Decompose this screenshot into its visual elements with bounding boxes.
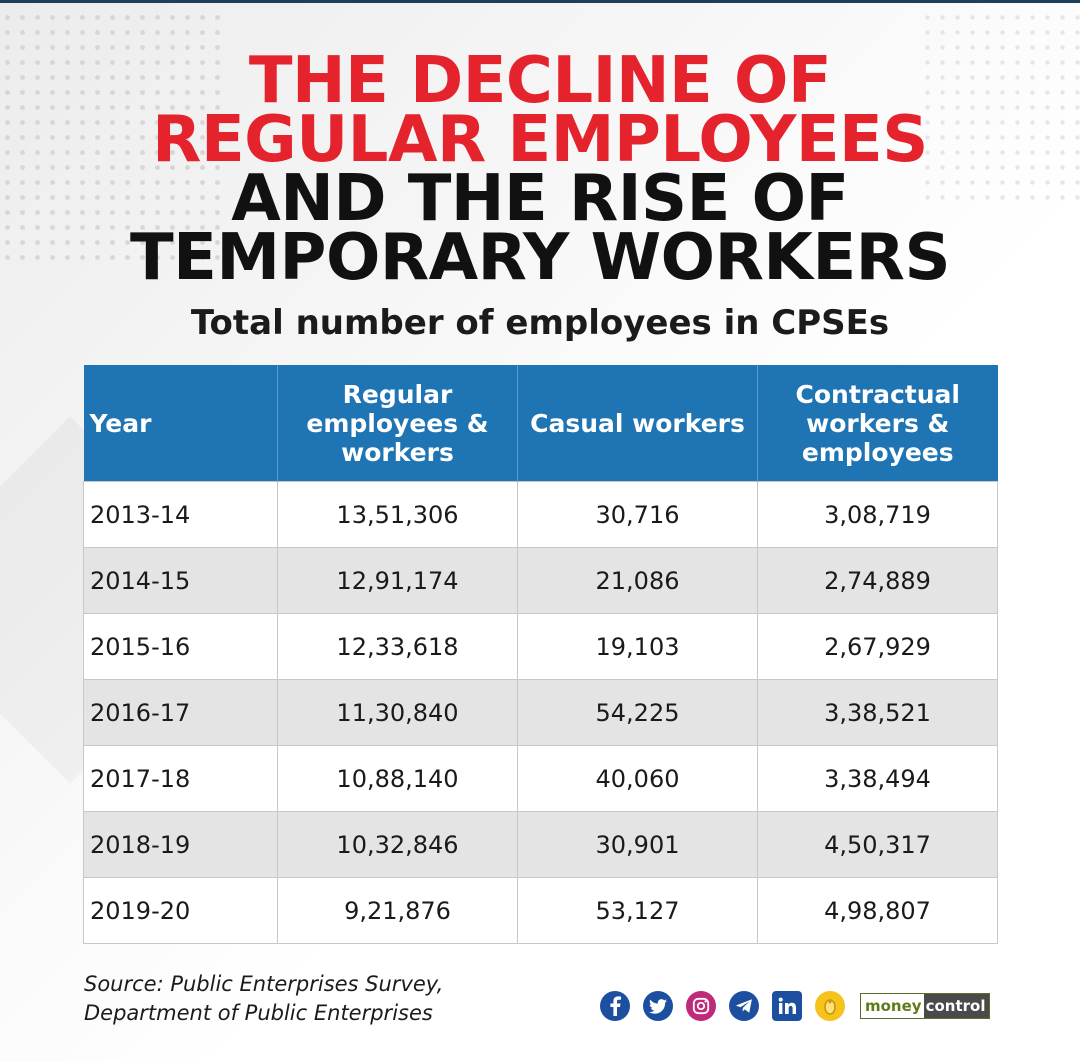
table-row: 2018-19 10,32,846 30,901 4,50,317 xyxy=(83,811,998,878)
headline-line-4: TEMPORARY WORKERS xyxy=(129,221,951,295)
column-header-casual: Casual workers xyxy=(517,365,758,482)
cell-regular: 13,51,306 xyxy=(277,481,518,548)
brand-part-1: money xyxy=(861,994,924,1018)
table-row: 2019-20 9,21,876 53,127 4,98,807 xyxy=(83,877,998,944)
brand-part-2: control xyxy=(923,994,990,1018)
cell-casual: 54,225 xyxy=(517,679,758,746)
cell-year: 2013-14 xyxy=(83,481,278,548)
dot-pattern-left xyxy=(0,10,230,270)
twitter-icon[interactable] xyxy=(643,991,673,1021)
cell-casual: 21,086 xyxy=(517,547,758,614)
cell-regular: 12,91,174 xyxy=(277,547,518,614)
headline: THE DECLINE OF REGULAR EMPLOYEES AND THE… xyxy=(0,44,1080,295)
social-icons: money control xyxy=(600,991,991,1021)
cell-year: 2015-16 xyxy=(83,613,278,680)
cell-regular: 11,30,840 xyxy=(277,679,518,746)
table-row: 2013-14 13,51,306 30,716 3,08,719 xyxy=(83,481,998,548)
cell-casual: 19,103 xyxy=(517,613,758,680)
cell-casual: 30,901 xyxy=(517,811,758,878)
column-header-year: Year xyxy=(83,365,278,482)
table-row: 2017-18 10,88,140 40,060 3,38,494 xyxy=(83,745,998,812)
column-header-contractual: Contractual workers & employees xyxy=(757,365,998,482)
cell-casual: 30,716 xyxy=(517,481,758,548)
table-row: 2015-16 12,33,618 19,103 2,67,929 xyxy=(83,613,998,680)
dot-pattern-right xyxy=(920,10,1080,210)
cell-contractual: 4,50,317 xyxy=(757,811,998,878)
cell-year: 2014-15 xyxy=(83,547,278,614)
headline-line-3: AND THE RISE OF xyxy=(231,162,849,236)
source-note: Source: Public Enterprises Survey, Depar… xyxy=(84,970,443,1028)
koo-icon[interactable] xyxy=(815,991,845,1021)
instagram-icon[interactable] xyxy=(686,991,716,1021)
cell-year: 2018-19 xyxy=(83,811,278,878)
cell-year: 2016-17 xyxy=(83,679,278,746)
cell-contractual: 4,98,807 xyxy=(757,877,998,944)
source-line-2: Department of Public Enterprises xyxy=(84,1001,433,1025)
headline-line-1: THE DECLINE OF xyxy=(248,44,832,118)
cell-regular: 10,88,140 xyxy=(277,745,518,812)
source-line-1: Source: Public Enterprises Survey, xyxy=(84,972,444,996)
moneycontrol-logo: money control xyxy=(860,993,991,1019)
facebook-icon[interactable] xyxy=(600,991,630,1021)
headline-line-2: REGULAR EMPLOYEES xyxy=(152,103,928,177)
cell-year: 2017-18 xyxy=(83,745,278,812)
cell-contractual: 3,08,719 xyxy=(757,481,998,548)
table-row: 2016-17 11,30,840 54,225 3,38,521 xyxy=(83,679,998,746)
cell-regular: 12,33,618 xyxy=(277,613,518,680)
cell-contractual: 3,38,494 xyxy=(757,745,998,812)
cell-year: 2019-20 xyxy=(83,877,278,944)
table-header-row: Year Regular employees & workers Casual … xyxy=(83,365,998,482)
top-rule xyxy=(0,0,1080,3)
linkedin-icon[interactable] xyxy=(772,991,802,1021)
cell-regular: 10,32,846 xyxy=(277,811,518,878)
subtitle: Total number of employees in CPSEs xyxy=(190,303,890,343)
cell-casual: 40,060 xyxy=(517,745,758,812)
column-header-regular: Regular employees & workers xyxy=(277,365,518,482)
telegram-icon[interactable] xyxy=(729,991,759,1021)
table-row: 2014-15 12,91,174 21,086 2,74,889 xyxy=(83,547,998,614)
cell-regular: 9,21,876 xyxy=(277,877,518,944)
cell-contractual: 2,74,889 xyxy=(757,547,998,614)
cell-contractual: 2,67,929 xyxy=(757,613,998,680)
cell-contractual: 3,38,521 xyxy=(757,679,998,746)
cell-casual: 53,127 xyxy=(517,877,758,944)
employees-table: Year Regular employees & workers Casual … xyxy=(83,365,998,944)
